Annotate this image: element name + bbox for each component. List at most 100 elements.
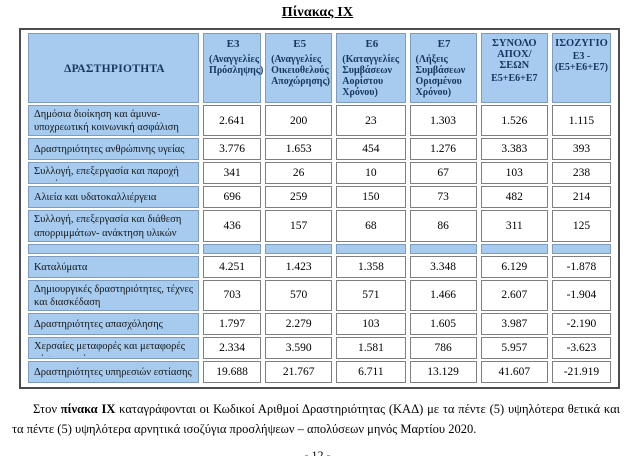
activity-label: Συλλογή, επεξεργασία και παροχή	[34, 166, 179, 178]
separator-cell	[480, 243, 548, 254]
data-table: ΔΡΑΣΤΗΡΙΟΤΗΤΑ Ε3 (Αναγγελίες Πρόσληψης) …	[24, 31, 615, 385]
col-header-e5: Ε5 (Αναγγελίες Οικειοθελούς Αποχώρησης)	[265, 33, 333, 103]
value-cell: 3.348	[409, 255, 477, 278]
table-row: Δραστηριότητες υπηρεσιών εστίασης 19.688 2…	[28, 361, 611, 383]
footnote: Στον πίνακα IX καταγράφονται οι Κωδικοί …	[12, 399, 620, 440]
value-cell: 311	[480, 210, 548, 242]
separator-cell	[409, 243, 477, 254]
col-code-e5: Ε5	[293, 38, 307, 50]
value-cell: 703	[203, 279, 262, 311]
activity-label: Συλλογή, επεξεργασία και διάθεση απορριμ…	[34, 214, 182, 239]
value-cell: -1.904	[551, 279, 611, 311]
footnote-prefix: Στον	[33, 402, 61, 416]
activity-cell: Δραστηριότητες υπηρεσιών εστίασης	[28, 361, 200, 383]
activity-cell: Χερσαίες μεταφορές και μεταφορέςμέσω αγω…	[28, 336, 200, 359]
activity-label: Αλιεία και υδατοκαλλιέργεια	[34, 192, 157, 204]
value-cell: 5.957	[480, 336, 548, 359]
separator-cell	[551, 243, 611, 254]
activity-label: Χερσαίες μεταφορές και μεταφορές	[34, 340, 185, 352]
value-cell: 214	[551, 186, 611, 209]
value-cell: 2.641	[203, 105, 262, 137]
activity-label: Δραστηριότητες απασχόλησης	[34, 318, 163, 330]
value-cell: -1.878	[551, 255, 611, 278]
activity-label: Δραστηριότητες υπηρεσιών εστίασης	[34, 366, 192, 378]
value-cell: -2.190	[551, 312, 611, 335]
value-cell: 570	[265, 279, 333, 311]
separator-cell	[336, 243, 406, 254]
activity-label: Δημιουργικές δραστηριότητες, τέχνες και …	[34, 283, 194, 308]
value-cell: 6.129	[480, 255, 548, 278]
activity-label: Δημόσια διοίκηση και άμυνα- υποχρεωτική …	[34, 109, 179, 134]
col-sub-balance: Ε3 - (Ε5+Ε6+Ε7)	[554, 51, 608, 73]
value-cell: 393	[551, 138, 611, 161]
value-cell: 103	[336, 312, 406, 335]
value-cell: 696	[203, 186, 262, 209]
col-sub-total: Ε5+Ε6+Ε7	[491, 73, 538, 84]
value-cell: 2.279	[265, 312, 333, 335]
value-cell: 13.129	[409, 361, 477, 383]
value-cell: 436	[203, 210, 262, 242]
value-cell: 26	[265, 162, 333, 185]
value-cell: 23	[336, 105, 406, 137]
separator-cell	[203, 243, 262, 254]
header-row: ΔΡΑΣΤΗΡΙΟΤΗΤΑ Ε3 (Αναγγελίες Πρόσληψης) …	[28, 33, 611, 103]
value-cell: 2.607	[480, 279, 548, 311]
value-cell: 1.526	[480, 105, 548, 137]
col-sub-e3: (Αναγγελίες Πρόσληψης)	[209, 54, 264, 76]
activity-label: Καταλύματα	[34, 261, 88, 273]
value-cell: 2.334	[203, 336, 262, 359]
activity-label-clipped: νερού	[34, 178, 195, 182]
table-row: Χερσαίες μεταφορές και μεταφορέςμέσω αγω…	[28, 336, 611, 359]
table-row: Αλιεία και υδατοκαλλιέργεια 696 259 150 73 48…	[28, 186, 611, 209]
activity-cell: Συλλογή, επεξεργασία και παροχήνερού	[28, 162, 200, 185]
page-title: Πίνακας IX	[281, 5, 354, 20]
value-cell: 1.276	[409, 138, 477, 161]
value-cell: 571	[336, 279, 406, 311]
value-cell: 786	[409, 336, 477, 359]
value-cell: -21.919	[551, 361, 611, 383]
value-cell: 3.383	[480, 138, 548, 161]
value-cell: 341	[203, 162, 262, 185]
footnote-suffix: καταγράφονται οι Κωδικοί Αριθμοί Δραστηρ…	[12, 402, 620, 437]
activity-cell: Αλιεία και υδατοκαλλιέργεια	[28, 186, 200, 209]
table-row: Δραστηριότητες ανθρώπινης υγείας 3.776 1.6…	[28, 138, 611, 161]
value-cell: 1.358	[336, 255, 406, 278]
value-cell: 1.423	[265, 255, 333, 278]
col-header-activity: ΔΡΑΣΤΗΡΙΟΤΗΤΑ	[28, 33, 200, 103]
col-code-e3: Ε3	[226, 38, 240, 50]
col-code-e6: Ε6	[365, 38, 379, 50]
table-row: Συλλογή, επεξεργασία και παροχήνερού3412…	[28, 162, 611, 185]
value-cell: 1.303	[409, 105, 477, 137]
separator-cell	[265, 243, 333, 254]
value-cell: 3.590	[265, 336, 333, 359]
activity-cell: Δημιουργικές δραστηριότητες, τέχνες και …	[28, 279, 200, 311]
value-cell: 125	[551, 210, 611, 242]
value-cell: 4.251	[203, 255, 262, 278]
value-cell: 86	[409, 210, 477, 242]
table-row: Συλλογή, επεξεργασία και διάθεση απορριμ…	[28, 210, 611, 242]
value-cell: 238	[551, 162, 611, 185]
value-cell: 1.466	[409, 279, 477, 311]
value-cell: 1.115	[551, 105, 611, 137]
col-sub-e7: (Λήξεις Συμβάσεων Ορισμένου Χρόνου)	[415, 54, 466, 98]
col-code-balance: ΙΣΟΖΥΓΙΟ	[555, 38, 608, 49]
page-number: - 12 -	[304, 447, 331, 456]
activity-cell: Δραστηριότητες ανθρώπινης υγείας	[28, 138, 200, 161]
value-cell: 1.653	[265, 138, 333, 161]
value-cell: 67	[409, 162, 477, 185]
col-sub-e6: (Καταγγελίες Συμβάσεων Αορίστου Χρόνου)	[342, 54, 400, 98]
col-code-total: ΣΥΝΟΛΟ ΑΠΟΧ/ΣΕΩΝ	[492, 38, 537, 71]
col-code-e7: Ε7	[437, 38, 451, 50]
value-cell: 68	[336, 210, 406, 242]
value-cell: 73	[409, 186, 477, 209]
value-cell: 454	[336, 138, 406, 161]
col-header-e3: Ε3 (Αναγγελίες Πρόσληψης)	[203, 33, 264, 103]
separator-cell	[28, 243, 200, 254]
col-header-balance: ΙΣΟΖΥΓΙΟ Ε3 - (Ε5+Ε6+Ε7)	[551, 33, 611, 103]
value-cell: 10	[336, 162, 406, 185]
col-header-total: ΣΥΝΟΛΟ ΑΠΟΧ/ΣΕΩΝ Ε5+Ε6+Ε7	[480, 33, 548, 103]
activity-cell: Καταλύματα	[28, 255, 200, 278]
activity-label-clipped: μέσω αγωγών	[34, 353, 195, 357]
activity-label: Δραστηριότητες ανθρώπινης υγείας	[34, 144, 185, 156]
